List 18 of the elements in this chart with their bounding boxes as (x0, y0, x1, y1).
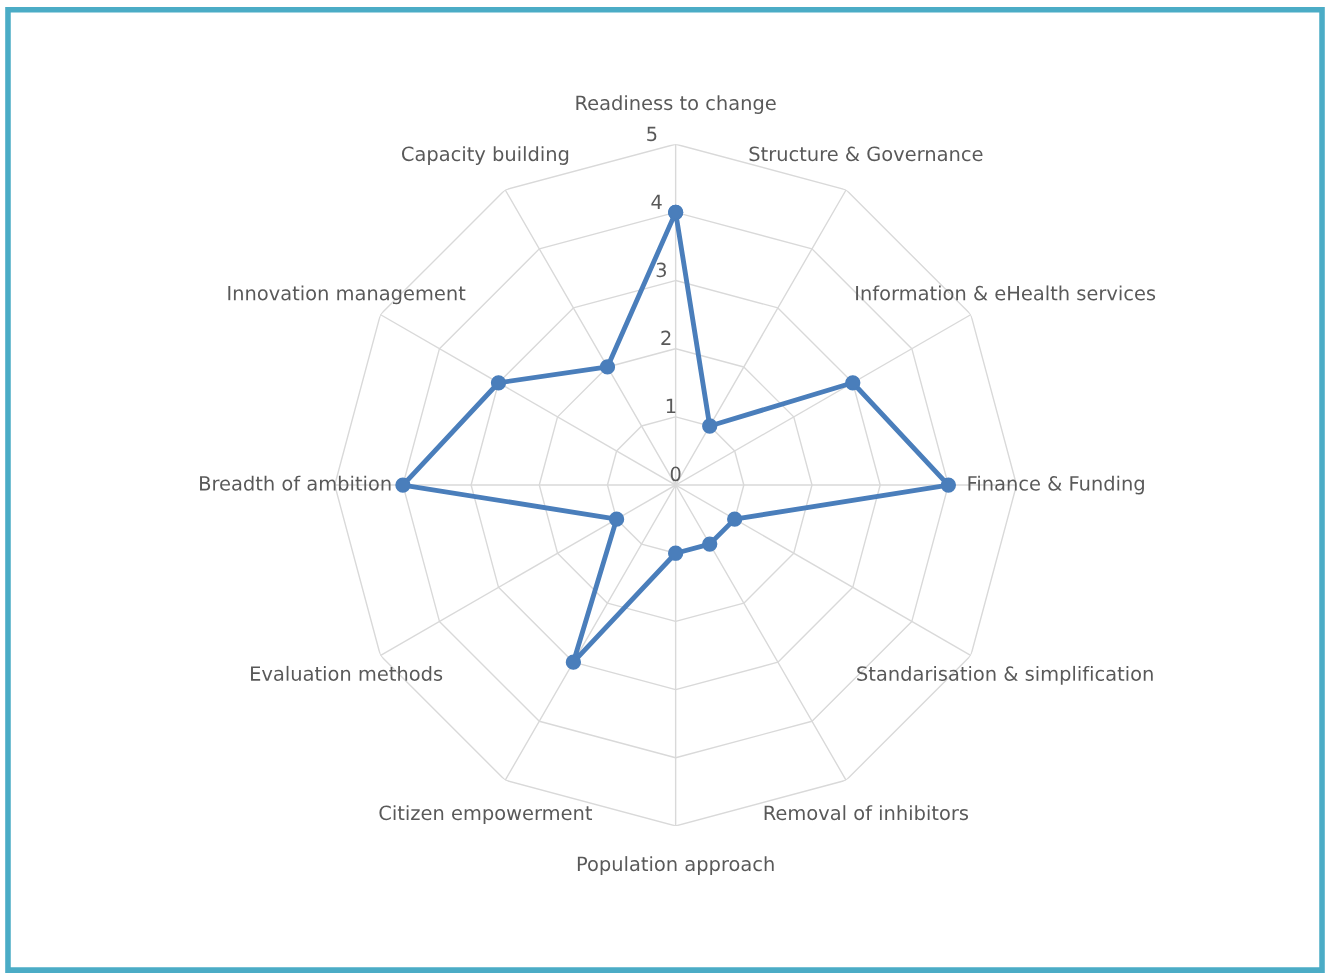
spoke-label: Capacity building (401, 146, 569, 165)
spoke-label: Information & eHealth services (856, 285, 1156, 301)
y-tick-label: 3 (656, 262, 666, 278)
y-tick-label: 0 (670, 466, 681, 482)
y-tick-label: 1 (666, 398, 676, 413)
spoke-label: Citizen empowerment (379, 805, 593, 824)
y-tick-label: 2 (661, 330, 671, 345)
spoke-label: Breadth of ambition (200, 475, 391, 491)
spoke-label: Evaluation methods (251, 665, 443, 681)
spoke-label: Innovation management (228, 285, 466, 305)
spoke-label: Finance & Funding (968, 475, 1144, 495)
y-tick-label: 5 (647, 126, 657, 142)
spoke-label: Removal of inhibitors (764, 805, 969, 821)
spoke-label: Structure & Governance (749, 146, 983, 162)
spoke-label: Readiness to change (576, 95, 776, 114)
spoke-label: Population approach (577, 856, 774, 875)
spoke-label: Standarisation & simplification (857, 665, 1153, 685)
y-tick-label: 4 (651, 194, 662, 209)
